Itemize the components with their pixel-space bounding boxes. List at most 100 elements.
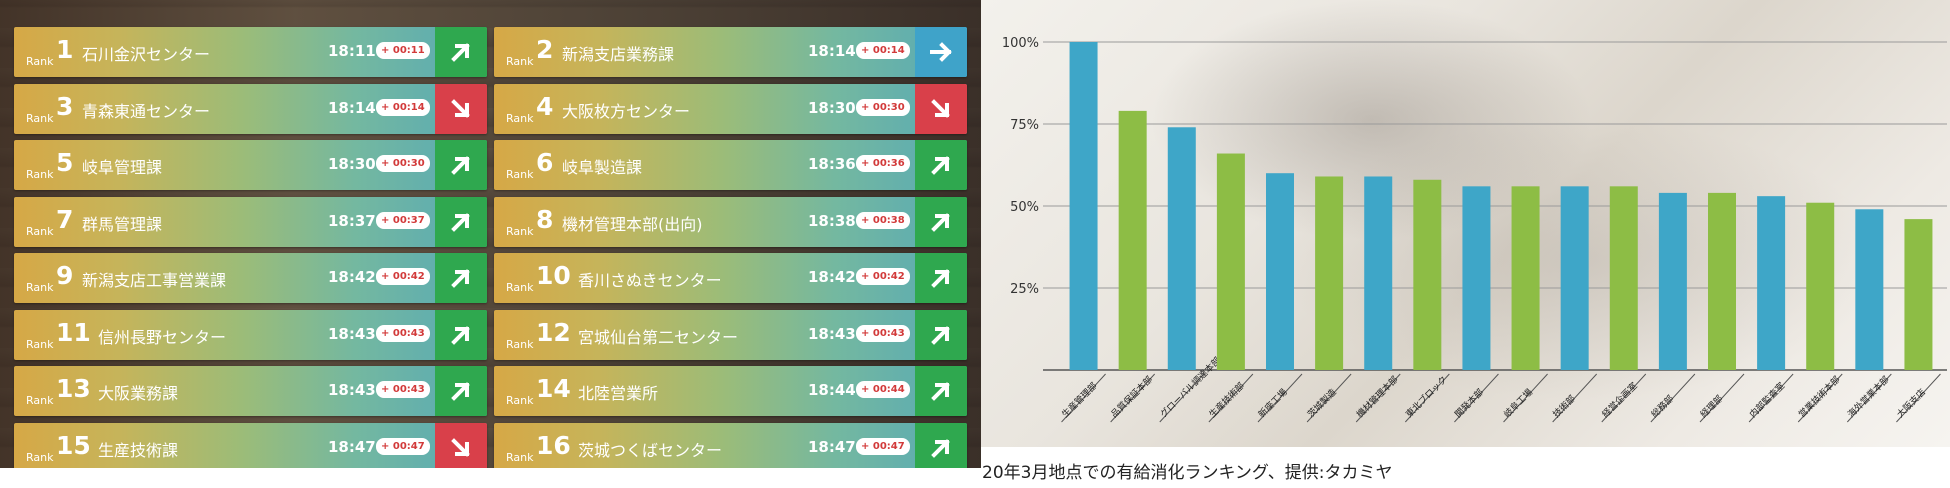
department-name: 岐阜管理課	[82, 158, 163, 177]
overtime-badge: + 00:14	[376, 98, 430, 116]
overtime-badge: + 00:43	[376, 381, 430, 398]
y-tick-label: 75%	[1010, 118, 1039, 133]
category-leader	[1257, 373, 1303, 423]
leave-time: 18:11	[328, 42, 376, 60]
department-name: 大阪業務課	[98, 384, 179, 403]
arrow-up-right-icon	[915, 309, 967, 360]
category-leader	[1846, 373, 1892, 423]
rank-number: 5	[56, 148, 74, 177]
rank-card-4: Rank 4 大阪枚方センター 18:30 + 00:30	[494, 83, 967, 134]
y-tick-label: 25%	[1010, 282, 1039, 297]
overtime-badge: + 00:43	[376, 324, 430, 342]
department-name: 機材管理本部(出向)	[562, 214, 703, 234]
overtime-badge: + 00:42	[856, 268, 910, 285]
rank-number: 8	[536, 204, 554, 234]
rank-number: 11	[56, 317, 91, 347]
category-label: 品質保証本部	[1108, 373, 1155, 420]
department-name: 新潟支店工事営業課	[82, 271, 227, 290]
overtime-badge: + 00:44	[856, 381, 910, 398]
arrow-up-right-icon	[915, 140, 967, 190]
category-leader	[1797, 373, 1843, 423]
rank-card-9: Rank 9 新潟支店工事営業課 18:42 + 00:42	[14, 253, 487, 303]
leave-time: 18:30	[328, 155, 376, 173]
arrow-up-right-icon	[435, 196, 487, 247]
rank-card-16: Rank 16 茨城つくばセンター 18:47 + 00:47	[494, 422, 967, 468]
rank-label: Rank	[506, 450, 534, 464]
leave-time: 18:14	[808, 42, 856, 60]
rank-card-7: Rank 7 群馬管理課 18:37 + 00:37	[14, 196, 487, 247]
category-label: 機材管理本部	[1354, 373, 1401, 420]
department-name: 岐阜製造課	[562, 158, 643, 177]
leave-time: 18:43	[328, 381, 376, 399]
rank-card-3: Rank 3 青森東通センター 18:14 + 00:14	[14, 83, 487, 134]
bar	[1904, 219, 1933, 370]
category-label: 経営企画室	[1599, 380, 1639, 420]
category-leader	[1208, 373, 1254, 423]
department-name: 大阪枚方センター	[562, 101, 691, 121]
category-leader	[1110, 373, 1156, 423]
rank-label: Rank	[26, 168, 54, 181]
overtime-badge: + 00:30	[856, 98, 910, 116]
arrow-up-right-icon	[435, 366, 487, 416]
leave-time: 18:36	[808, 155, 856, 173]
bar	[1167, 127, 1196, 370]
arrow-up-right-icon	[435, 253, 487, 303]
rank-number: 13	[56, 374, 91, 403]
rank-number: 3	[56, 91, 74, 121]
arrow-up-right-icon	[435, 140, 487, 190]
overtime-badge: + 00:38	[856, 211, 910, 229]
rank-card-1: Rank 1 石川金沢センター 18:11 + 00:11	[14, 27, 487, 77]
category-leader	[1896, 373, 1941, 423]
leave-time: 18:42	[808, 268, 856, 286]
category-label: 東北ブロック	[1403, 373, 1450, 420]
category-label: 営業技術本部	[1796, 373, 1843, 420]
bar	[1757, 196, 1786, 370]
category-label: 経理部	[1698, 393, 1726, 421]
overtime-badge: + 00:43	[856, 324, 910, 342]
bar	[1118, 110, 1147, 370]
category-leader	[1404, 373, 1450, 423]
rank-card-8: Rank 8 機材管理本部(出向) 18:38 + 00:38	[494, 196, 967, 247]
category-leader	[1699, 373, 1745, 423]
arrow-down-right-icon	[915, 83, 967, 134]
rank-label: Rank	[26, 111, 54, 125]
category-label: 内部監査室	[1747, 380, 1787, 420]
rank-label: Rank	[26, 337, 54, 351]
arrow-down-right-icon	[435, 422, 487, 468]
arrow-up-right-icon	[435, 27, 487, 77]
leave-time: 18:38	[808, 211, 856, 230]
bar	[1315, 176, 1344, 370]
overtime-badge: + 00:42	[376, 268, 430, 285]
category-leader	[1454, 373, 1499, 423]
bar	[1658, 192, 1687, 370]
department-name: 香川さぬきセンター	[578, 271, 722, 290]
leave-time: 18:43	[808, 324, 856, 343]
arrow-up-right-icon	[915, 253, 967, 303]
overtime-badge: + 00:11	[376, 42, 430, 59]
rank-label: Rank	[506, 281, 534, 294]
rank-number: 7	[56, 204, 74, 234]
bar	[1462, 186, 1491, 370]
rank-label: Rank	[506, 224, 534, 238]
rank-number: 1	[56, 35, 74, 64]
arrow-up-right-icon	[915, 366, 967, 416]
rank-card-6: Rank 6 岐阜製造課 18:36 + 00:36	[494, 140, 967, 190]
department-name: 新潟支店業務課	[562, 45, 675, 64]
category-leader	[1503, 373, 1548, 423]
y-tick-label: 50%	[1010, 200, 1039, 215]
rank-card-5: Rank 5 岐阜管理課 18:30 + 00:30	[14, 140, 487, 190]
ranking-board: Rank 1 石川金沢センター 18:11 + 00:11 Rank 2 新潟支店業務課 18:…	[0, 0, 981, 468]
rank-label: Rank	[506, 168, 534, 181]
bar	[1069, 42, 1098, 370]
arrow-down-right-icon	[435, 83, 487, 134]
department-name: 北陸営業所	[578, 384, 659, 403]
category-label: 生産管理部	[1059, 380, 1099, 420]
arrow-up-right-icon	[915, 422, 967, 468]
bar	[1609, 186, 1638, 370]
overtime-badge: + 00:47	[376, 437, 430, 455]
leave-time: 18:42	[328, 268, 376, 286]
leave-time: 18:47	[328, 437, 376, 456]
category-label: 岐阜工場	[1501, 386, 1535, 420]
category-leader	[1306, 373, 1352, 423]
rank-number: 2	[536, 35, 554, 64]
